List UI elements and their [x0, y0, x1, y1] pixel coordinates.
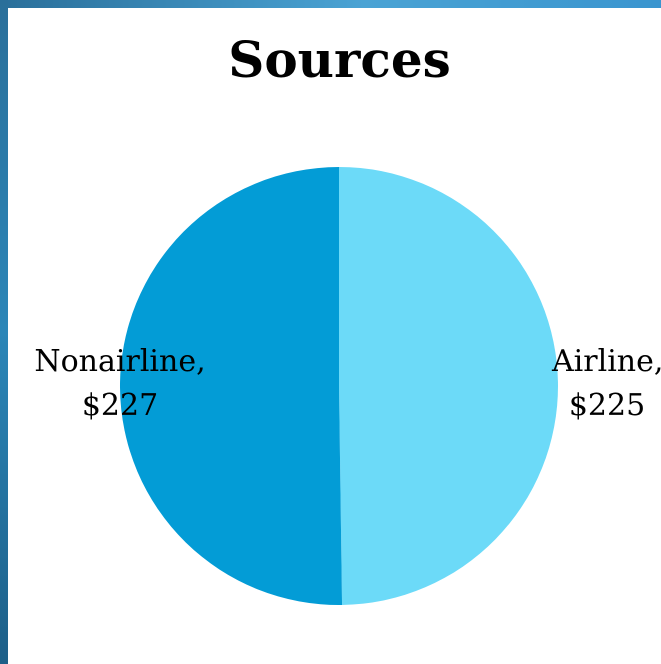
airline-label: Airline, $225 — [552, 340, 661, 428]
airline-label-name: Airline, — [552, 344, 661, 379]
nonairline-label: Nonairline, $227 — [20, 340, 220, 428]
airline-label-value: $225 — [568, 388, 646, 423]
pie-slice-airline — [339, 167, 558, 605]
slide-left-border — [0, 0, 8, 664]
nonairline-label-name: Nonairline, — [34, 344, 206, 379]
pie-slice-nonairline — [119, 167, 343, 605]
slide-top-border — [0, 0, 661, 8]
nonairline-label-value: $227 — [81, 388, 159, 423]
chart-title: Sources — [228, 30, 451, 89]
